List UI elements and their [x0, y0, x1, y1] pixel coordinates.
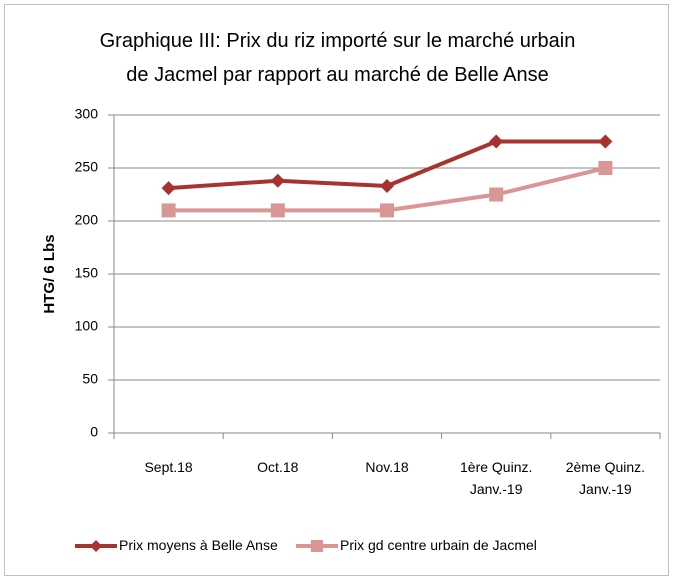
- data-point: [161, 181, 176, 196]
- y-tick-label: 200: [75, 212, 99, 228]
- y-axis-label: HTG/ 6 Lbs: [41, 234, 58, 313]
- data-point: [270, 173, 285, 188]
- y-tick-label: 50: [82, 371, 98, 387]
- y-tick-label: 0: [90, 424, 98, 440]
- y-tick-label: 100: [75, 318, 99, 334]
- chart-title: de Jacmel par rapport au marché de Belle…: [126, 64, 549, 86]
- data-point: [489, 187, 504, 202]
- data-point: [270, 203, 285, 218]
- data-point: [380, 203, 394, 218]
- legend-marker: [311, 540, 323, 552]
- x-tick-label: Nov.18: [365, 459, 409, 475]
- x-tick-label: 1ère Quinz. Janv.-19: [460, 459, 533, 497]
- data-point: [489, 134, 504, 149]
- x-tick-label: 2ème Quinz. Janv.-19: [565, 459, 646, 497]
- legend-label: Prix gd centre urbain de Jacmel: [340, 537, 537, 553]
- x-tick-label: Oct.18: [257, 459, 299, 475]
- y-tick-label: 300: [75, 106, 99, 122]
- chart-title: Graphique III: Prix du riz importé sur l…: [99, 30, 576, 52]
- data-point: [380, 179, 394, 194]
- y-tick-label: 250: [75, 159, 99, 175]
- data-point: [598, 161, 613, 175]
- legend-marker: [90, 540, 102, 552]
- chart-border: [4, 4, 669, 576]
- data-point: [161, 203, 176, 218]
- legend-label: Prix moyens à Belle Anse: [119, 537, 278, 553]
- data-point: [598, 134, 613, 149]
- x-tick-label: Sept.18: [144, 459, 193, 475]
- y-tick-label: 150: [75, 265, 99, 281]
